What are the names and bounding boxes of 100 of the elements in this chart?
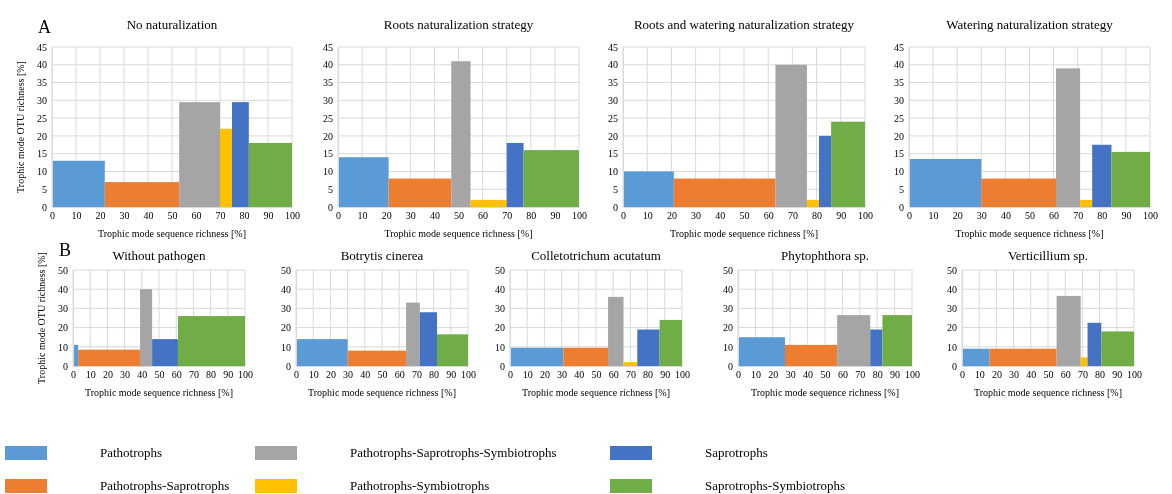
x-tick-label: 90 <box>660 369 671 381</box>
x-tick-label: 10 <box>308 369 319 381</box>
y-tick-label: 5 <box>328 183 333 195</box>
x-tick-label: 60 <box>1060 369 1071 381</box>
x-tick-label: 40 <box>574 369 585 381</box>
y-tick-label: 30 <box>58 303 68 315</box>
x-tick-label: 100 <box>285 210 300 222</box>
x-tick-label: 0 <box>736 369 741 381</box>
chart-title: Botrytis cinerea <box>340 248 424 263</box>
y-axis-title: Trophic mode OTU richness [%] <box>15 61 26 193</box>
x-tick-label: 10 <box>85 369 96 381</box>
category-label: Pathotrophs-Saprotrophs <box>100 478 230 493</box>
x-tick-label: 70 <box>787 210 798 222</box>
y-tick-label: 10 <box>608 166 618 178</box>
y-tick-label: 40 <box>281 283 291 295</box>
x-tick-label: 70 <box>625 369 636 381</box>
y-tick-label: 15 <box>894 148 904 160</box>
x-tick-label: 50 <box>1043 369 1054 381</box>
x-tick-label: 0 <box>907 210 912 222</box>
y-tick-label: 10 <box>723 341 733 353</box>
y-tick-label: 30 <box>894 95 904 107</box>
x-tick-label: 80 <box>812 210 823 222</box>
y-tick-label: 40 <box>323 59 333 71</box>
chart-title: Colletotrichum acutatum <box>531 248 661 263</box>
x-tick-label: 70 <box>215 210 226 222</box>
y-tick-label: 5 <box>899 183 904 195</box>
x-tick-label: 100 <box>572 210 587 222</box>
x-tick-label: 50 <box>377 369 388 381</box>
y-tick-label: 30 <box>37 95 47 107</box>
x-tick-label: 80 <box>239 210 250 222</box>
x-tick-label: 80 <box>1095 369 1106 381</box>
x-tick-label: 40 <box>360 369 371 381</box>
x-axis-title: Trophic mode sequence richness [%] <box>384 228 533 239</box>
y-tick-label: 35 <box>323 77 333 89</box>
category-label: Pathotrophs-Saprotrophs-Symbiotrophs <box>350 445 557 460</box>
x-tick-label: 30 <box>405 210 416 222</box>
x-axis-title: Trophic mode sequence richness [%] <box>751 387 899 398</box>
y-tick-label: 30 <box>608 95 618 107</box>
x-tick-label: 40 <box>143 210 154 222</box>
category-label: Pathotrophs-Symbiotrophs <box>350 478 490 493</box>
y-tick-label: 10 <box>495 341 505 353</box>
x-tick-label: 10 <box>974 369 985 381</box>
x-tick-label: 50 <box>167 210 178 222</box>
x-tick-label: 40 <box>803 369 814 381</box>
y-tick-label: 40 <box>894 59 904 71</box>
x-tick-label: 10 <box>642 210 653 222</box>
x-tick-label: 0 <box>508 369 513 381</box>
x-tick-label: 20 <box>666 210 677 222</box>
x-tick-label: 10 <box>750 369 761 381</box>
chart-title: Verticillium sp. <box>1007 248 1089 263</box>
y-tick-label: 15 <box>323 148 333 160</box>
y-tick-label: 40 <box>723 283 733 295</box>
y-tick-label: 5 <box>613 183 618 195</box>
x-tick-label: 40 <box>1000 210 1011 222</box>
y-tick-label: 50 <box>495 264 505 276</box>
x-axis-title: Trophic mode sequence richness [%] <box>85 387 233 398</box>
y-tick-label: 20 <box>947 322 957 334</box>
x-tick-label: 50 <box>739 210 750 222</box>
x-tick-label: 60 <box>171 369 182 381</box>
y-tick-label: 20 <box>723 322 733 334</box>
y-tick-label: 10 <box>58 341 68 353</box>
x-tick-label: 0 <box>71 369 76 381</box>
y-tick-label: 0 <box>728 360 733 372</box>
x-tick-label: 80 <box>1097 210 1108 222</box>
x-tick-label: 0 <box>336 210 341 222</box>
x-tick-label: 60 <box>763 210 774 222</box>
x-tick-label: 100 <box>1127 369 1142 381</box>
y-tick-label: 20 <box>608 130 618 142</box>
x-tick-label: 90 <box>1112 369 1123 381</box>
x-tick-label: 40 <box>137 369 148 381</box>
chart-title: Roots and watering naturalization strategy <box>633 17 855 32</box>
y-tick-label: 30 <box>723 303 733 315</box>
x-tick-label: 70 <box>855 369 866 381</box>
y-tick-label: 0 <box>328 201 333 213</box>
text: B <box>59 240 72 260</box>
x-tick-label: 80 <box>206 369 217 381</box>
x-tick-label: 70 <box>411 369 422 381</box>
y-tick-label: 0 <box>63 360 68 372</box>
x-tick-label: 80 <box>429 369 440 381</box>
y-tick-label: 50 <box>58 264 68 276</box>
y-tick-label: 20 <box>495 322 505 334</box>
x-tick-label: 100 <box>238 369 253 381</box>
x-tick-label: 80 <box>872 369 883 381</box>
y-tick-label: 45 <box>37 41 47 53</box>
text: A <box>38 17 51 37</box>
x-tick-label: 60 <box>478 210 489 222</box>
x-tick-label: 90 <box>223 369 234 381</box>
y-tick-label: 25 <box>894 112 904 124</box>
x-tick-label: 0 <box>50 210 55 222</box>
chart-title: Watering naturalization strategy <box>946 17 1114 32</box>
y-tick-label: 10 <box>323 166 333 178</box>
chart-title: Roots naturalization strategy <box>383 17 534 32</box>
x-tick-label: 30 <box>557 369 568 381</box>
x-tick-label: 30 <box>119 210 130 222</box>
y-tick-label: 10 <box>37 166 47 178</box>
category-label: Saprotrophs-Symbiotrophs <box>705 478 846 493</box>
y-tick-label: 50 <box>947 264 957 276</box>
x-tick-label: 90 <box>836 210 847 222</box>
y-axis-title: Trophic mode OTU richness [%] <box>36 252 47 384</box>
x-tick-label: 40 <box>1026 369 1037 381</box>
